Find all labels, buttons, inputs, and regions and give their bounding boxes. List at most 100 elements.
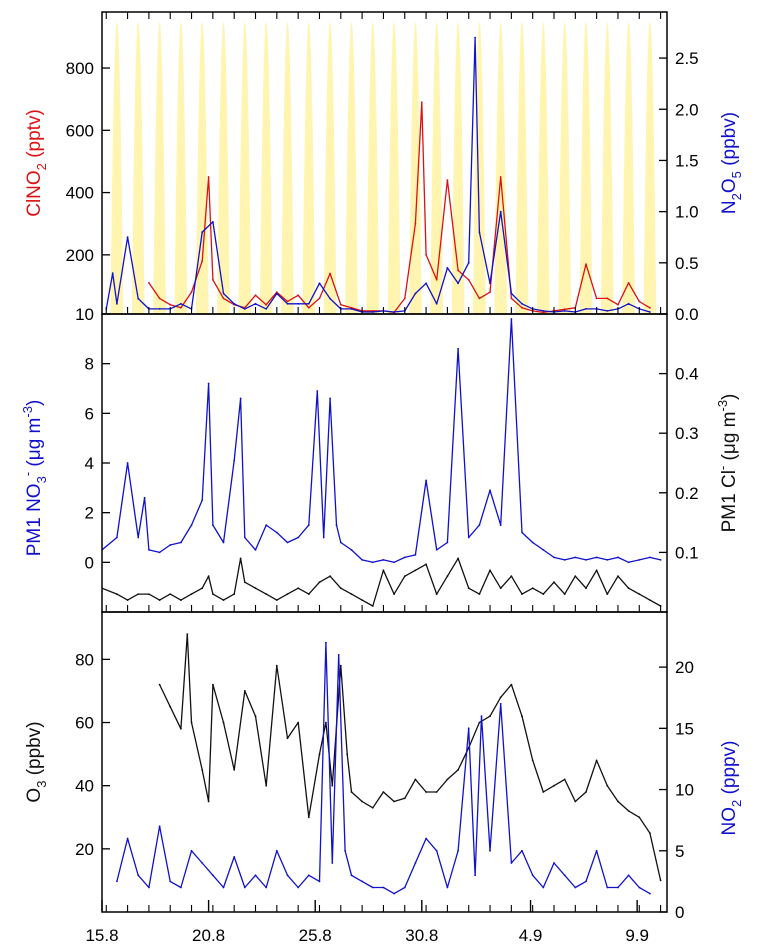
data-point: [148, 593, 150, 595]
data-point: [435, 593, 438, 595]
daylight-shade: [622, 21, 635, 314]
data-point: [480, 715, 483, 717]
data-point: [585, 263, 587, 266]
data-point: [254, 549, 257, 551]
data-point: [180, 541, 182, 544]
data-point: [420, 101, 423, 104]
data-point: [606, 886, 609, 889]
data-point: [606, 297, 609, 300]
data-point: [425, 791, 427, 793]
middle-left-axis-title: PM1 NO3- (μg m-3): [20, 400, 49, 557]
data-point: [297, 886, 300, 889]
data-point: [158, 308, 161, 310]
data-point: [325, 721, 327, 724]
data-point: [457, 557, 459, 560]
data-point: [403, 575, 406, 578]
data-point: [286, 541, 289, 544]
y-tick-label-right: 0.5: [675, 254, 699, 273]
data-point: [275, 664, 278, 667]
y-tick-label-left: 800: [66, 59, 94, 78]
y-tick-label-right: 0.1: [675, 543, 699, 562]
y-tick-label-left: 0: [85, 553, 94, 572]
top-left-axis-title: ClNO2 (pptv): [24, 109, 49, 217]
data-point: [158, 551, 161, 554]
data-point: [201, 260, 204, 262]
data-point: [521, 593, 523, 595]
data-point: [318, 282, 321, 285]
data-point: [137, 593, 140, 595]
data-point: [318, 297, 321, 300]
daylight-shade: [579, 21, 593, 314]
daylight-shade: [430, 21, 444, 314]
data-point: [478, 231, 481, 234]
data-point: [137, 297, 140, 300]
data-point: [414, 554, 417, 556]
data-point: [414, 569, 417, 572]
data-point: [457, 347, 459, 350]
data-point: [143, 496, 146, 499]
data-point: [606, 593, 609, 595]
data-point: [186, 633, 189, 635]
data-point: [446, 267, 449, 269]
data-point: [574, 556, 577, 559]
data-point: [393, 561, 395, 564]
data-point: [510, 683, 513, 686]
middle-panel-frame: [101, 313, 668, 613]
data-point: [478, 593, 481, 595]
data-point: [243, 581, 246, 584]
y-tick-label-right: 20: [675, 658, 694, 677]
x-tick-label: 30.8: [405, 926, 438, 945]
data-point: [617, 886, 619, 889]
data-point: [563, 874, 566, 877]
data-point: [286, 300, 289, 303]
data-point: [606, 784, 609, 787]
data-point: [638, 886, 641, 889]
data-point: [265, 308, 268, 310]
data-point: [489, 489, 491, 492]
data-point: [435, 549, 438, 551]
data-point: [627, 587, 630, 590]
data-point: [180, 886, 182, 889]
data-point: [331, 862, 334, 864]
data-point: [286, 593, 289, 595]
data-point: [595, 297, 598, 300]
data-point: [212, 278, 214, 281]
data-point: [275, 531, 278, 534]
data-point: [201, 769, 204, 771]
data-point: [499, 524, 502, 526]
daylight-shade: [238, 21, 252, 314]
data-point: [393, 593, 395, 595]
data-point: [606, 559, 609, 561]
data-point: [307, 524, 310, 526]
x-tick-label: 25.8: [299, 926, 332, 945]
data-point: [116, 302, 118, 305]
data-point: [649, 556, 651, 559]
data-point: [382, 569, 385, 572]
data-point: [627, 561, 630, 564]
data-point: [489, 282, 491, 285]
data-point: [574, 575, 577, 578]
data-point: [254, 715, 257, 718]
x-tick-label: 20.8: [192, 926, 225, 945]
data-point: [638, 816, 641, 819]
bottom-right-axis-title: NO2 (pppv): [719, 741, 744, 836]
data-point: [542, 310, 545, 312]
data-point: [212, 593, 214, 595]
data-point: [585, 880, 587, 883]
data-point: [207, 575, 210, 578]
data-point: [158, 825, 161, 828]
data-point: [393, 311, 395, 313]
data-point: [638, 559, 641, 561]
daylight-shade: [195, 21, 209, 314]
data-point: [297, 536, 300, 539]
daylight-shade: [217, 21, 230, 314]
daylight-shade: [643, 21, 657, 314]
daylight-shade: [345, 21, 358, 314]
data-point: [201, 862, 204, 864]
data-point: [169, 303, 172, 306]
data-point: [467, 261, 470, 264]
data-point: [403, 886, 406, 889]
data-point: [521, 306, 523, 309]
data-point: [563, 559, 566, 561]
